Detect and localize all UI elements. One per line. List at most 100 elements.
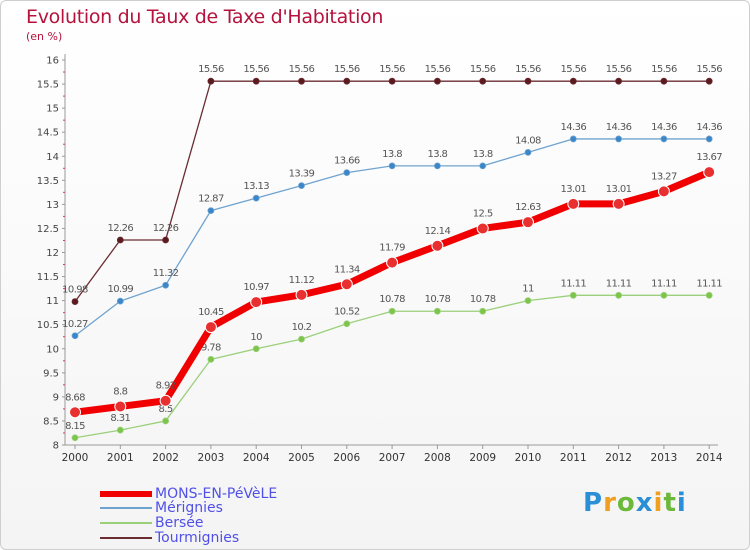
x-tick-label: 2003 bbox=[198, 452, 225, 464]
data-point bbox=[705, 135, 713, 143]
data-label: 11.34 bbox=[334, 264, 360, 275]
y-tick-label: 10 bbox=[46, 344, 59, 355]
data-point bbox=[343, 77, 351, 85]
data-point bbox=[159, 394, 172, 407]
x-tick-label: 2011 bbox=[560, 452, 587, 464]
data-label: 14.36 bbox=[696, 122, 722, 133]
data-label: 13.8 bbox=[382, 149, 402, 160]
data-label: 11.11 bbox=[651, 278, 677, 289]
y-tick-label: 15 bbox=[46, 104, 59, 115]
data-point bbox=[431, 239, 444, 252]
y-tick-label: 8.5 bbox=[43, 416, 59, 427]
data-point bbox=[479, 162, 487, 170]
data-label: 8.15 bbox=[65, 421, 85, 432]
data-point bbox=[522, 216, 534, 229]
data-label: 10.78 bbox=[470, 294, 496, 305]
legend-item-mons: MONS-EN-PéVèLE bbox=[100, 486, 400, 502]
data-label: 10.78 bbox=[425, 294, 451, 305]
data-point bbox=[116, 297, 124, 305]
data-point bbox=[660, 135, 668, 143]
x-tick-label: 2004 bbox=[243, 452, 270, 464]
data-label: 10.52 bbox=[334, 307, 360, 318]
y-tick-label: 12 bbox=[46, 248, 59, 259]
legend-label: Mérignies bbox=[155, 500, 223, 516]
chart-title: Evolution du Taux de Taxe d'Habitation bbox=[26, 6, 384, 28]
data-label: 13.67 bbox=[696, 152, 722, 163]
data-label: 10 bbox=[250, 332, 262, 343]
data-point bbox=[162, 417, 170, 425]
data-point bbox=[252, 77, 260, 85]
data-point bbox=[569, 77, 577, 85]
data-label: 11.11 bbox=[696, 278, 722, 289]
y-tick-label: 10.5 bbox=[37, 320, 59, 331]
data-label: 12.63 bbox=[515, 202, 541, 213]
data-point bbox=[114, 400, 127, 413]
data-label: 10.78 bbox=[379, 294, 405, 305]
x-tick-label: 2010 bbox=[515, 452, 542, 464]
data-label: 10.97 bbox=[243, 282, 269, 293]
x-tick-label: 2009 bbox=[469, 452, 496, 464]
data-point bbox=[204, 321, 217, 334]
data-label: 9.78 bbox=[201, 342, 221, 353]
data-label: 12.14 bbox=[425, 226, 451, 237]
data-label: 15.56 bbox=[696, 64, 722, 75]
logo-letter: i bbox=[676, 488, 687, 518]
legend-item-tourmignies: Tourmignies bbox=[100, 530, 400, 546]
logo-letter: P bbox=[583, 488, 604, 518]
legend-item-merignies: Mérignies bbox=[100, 500, 400, 516]
data-point bbox=[295, 288, 308, 301]
data-label: 15.56 bbox=[243, 64, 269, 75]
data-label: 14.08 bbox=[515, 135, 541, 146]
x-tick-label: 2013 bbox=[651, 452, 678, 464]
data-label: 15.56 bbox=[289, 64, 315, 75]
data-label: 15.56 bbox=[651, 64, 677, 75]
data-point bbox=[343, 320, 351, 328]
data-point bbox=[252, 194, 260, 202]
data-label: 8.31 bbox=[110, 413, 130, 424]
data-point bbox=[705, 291, 713, 299]
y-tick-label: 14 bbox=[46, 152, 59, 163]
data-label: 15.56 bbox=[379, 64, 405, 75]
data-point bbox=[476, 222, 489, 235]
data-point bbox=[340, 278, 353, 291]
data-label: 15.56 bbox=[606, 64, 632, 75]
data-label: 14.36 bbox=[606, 122, 632, 133]
data-label: 8.5 bbox=[159, 404, 173, 415]
data-point bbox=[250, 296, 263, 309]
data-point bbox=[660, 77, 668, 85]
x-tick-label: 2000 bbox=[62, 452, 89, 464]
data-point bbox=[69, 406, 81, 419]
data-point bbox=[524, 148, 532, 156]
data-label: 10.45 bbox=[198, 307, 224, 318]
x-tick-label: 2012 bbox=[605, 452, 632, 464]
y-tick-label: 11.5 bbox=[37, 272, 59, 283]
data-label: 11 bbox=[522, 284, 534, 295]
data-label: 12.26 bbox=[153, 223, 179, 234]
data-label: 11.32 bbox=[153, 268, 179, 279]
data-point bbox=[162, 236, 170, 244]
x-tick-label: 2001 bbox=[107, 452, 134, 464]
data-label: 15.56 bbox=[425, 64, 451, 75]
data-label: 15.56 bbox=[470, 64, 496, 75]
data-point bbox=[615, 291, 622, 299]
data-label: 14.36 bbox=[651, 122, 677, 133]
logo-letter: o bbox=[616, 488, 636, 518]
data-point bbox=[116, 426, 124, 434]
x-tick-label: 2007 bbox=[379, 452, 406, 464]
series-line bbox=[71, 168, 713, 416]
data-label: 13.8 bbox=[427, 149, 447, 160]
data-label: 8.92 bbox=[156, 381, 176, 392]
y-tick-label: 9.5 bbox=[43, 368, 59, 379]
data-label: 13.66 bbox=[334, 156, 360, 167]
data-label: 14.36 bbox=[560, 122, 586, 133]
data-label: 15.56 bbox=[334, 64, 360, 75]
data-point bbox=[71, 298, 79, 305]
data-label: 8.68 bbox=[65, 392, 85, 403]
data-point bbox=[71, 434, 79, 442]
data-label: 8.8 bbox=[113, 387, 127, 398]
data-label: 12.26 bbox=[107, 223, 133, 234]
data-point bbox=[615, 77, 622, 85]
proxiti-logo: Proxiti bbox=[583, 488, 687, 518]
data-point bbox=[388, 307, 396, 315]
